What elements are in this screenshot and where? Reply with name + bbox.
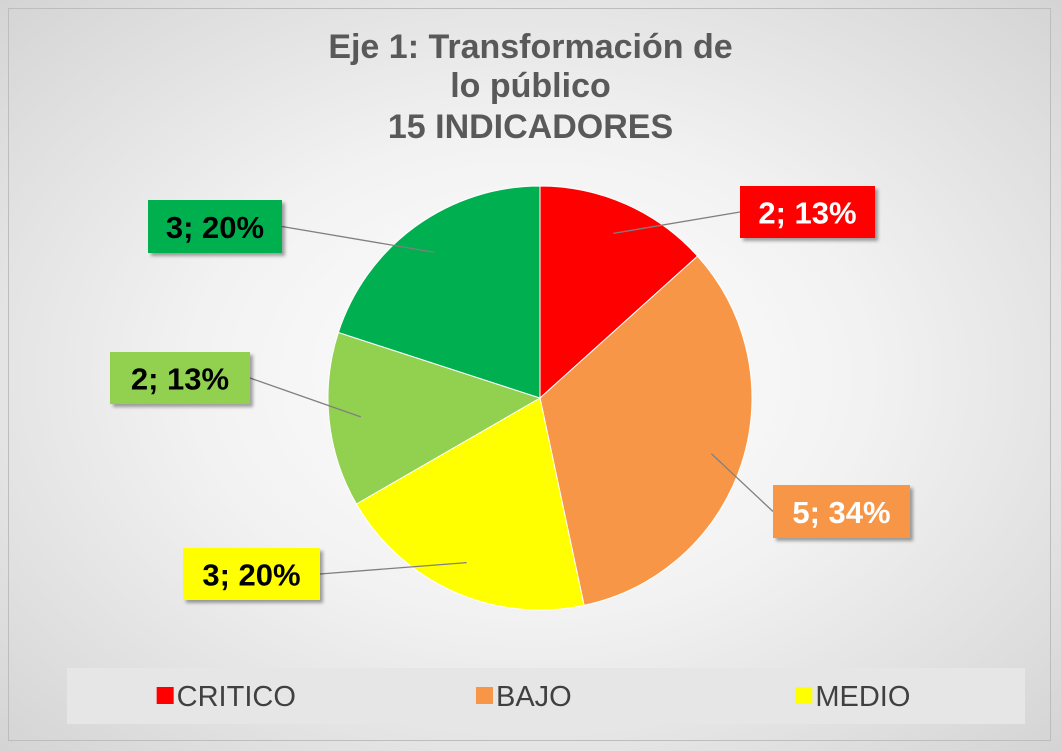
pie-slice [539, 255, 753, 606]
leader-line [319, 561, 467, 575]
data-label-box [183, 548, 320, 600]
data-label-box [773, 485, 910, 538]
data-label-box [110, 352, 250, 404]
legend-label: CRITICO [177, 681, 296, 713]
chart-title-block: Eje 1: Transformación de lo público [0, 28, 1061, 106]
data-label-box [740, 186, 875, 238]
leader-line [281, 225, 435, 253]
legend-label: BAJO [496, 681, 572, 713]
chart-title: Eje 1: Transformación de lo público [328, 28, 733, 105]
data-label: 3; 20% [202, 558, 300, 593]
chart-subtitle: 15 INDICADORES [387, 108, 674, 146]
pie-slice [539, 185, 699, 400]
data-label: 5; 34% [792, 495, 890, 530]
legend-swatch [476, 687, 493, 704]
legend-box [67, 668, 1025, 724]
chart-border [8, 8, 1051, 741]
leader-line [710, 453, 774, 512]
data-label: 2; 13% [131, 362, 229, 397]
data-label: 2; 13% [758, 196, 856, 231]
legend-label: MEDIO [815, 681, 910, 713]
pie-slice [337, 185, 541, 399]
legend-swatch [156, 687, 174, 704]
leader-line [249, 377, 362, 418]
pie-slice [355, 397, 585, 611]
data-label-box [148, 200, 282, 253]
legend-swatch [795, 687, 813, 704]
data-label: 3; 20% [166, 210, 264, 245]
leader-line [613, 211, 741, 235]
pie-slice [327, 331, 542, 505]
